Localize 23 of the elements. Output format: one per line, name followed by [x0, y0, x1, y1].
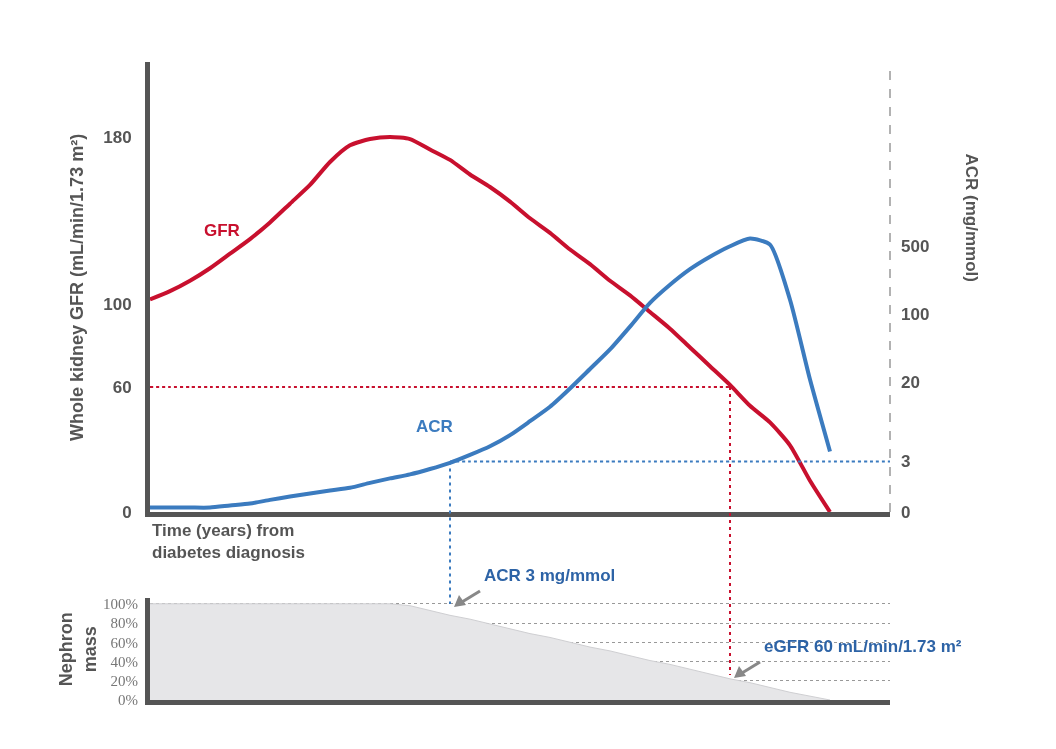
y2-tick-label: 0 [901, 502, 911, 522]
y2-tick-label: 500 [901, 237, 930, 257]
y2-tick-label: 20 [901, 372, 920, 392]
y-tick-label: 60 [112, 377, 132, 397]
y-tick-label: 0% [118, 692, 138, 709]
y-tick-label: 80% [110, 615, 138, 632]
series-label: GFR [204, 221, 240, 240]
y-tick-label: 100% [103, 596, 138, 613]
y-axis-title: Whole kidney GFR (mL/min/1.73 m²) [66, 133, 87, 441]
series-label: ACR [416, 417, 453, 436]
y-tick-label: 60% [110, 634, 138, 651]
annotation: eGFR 60 mL/min/1.73 m² [764, 637, 962, 656]
y-tick-label: 180 [103, 127, 132, 147]
text: ACR 3 mg/mmol [484, 566, 616, 585]
y2-tick-label: 100 [901, 304, 930, 324]
y2-tick-label: 3 [901, 452, 911, 472]
x-axis-title: Time (years) from diabetes diagnosis [152, 521, 306, 563]
y-tick-label: 40% [110, 653, 138, 670]
y-axis-title: Nephron mass [56, 612, 100, 687]
y-tick-label: 100 [103, 294, 132, 314]
y2-axis-title: ACR (mg/mmol) [962, 153, 982, 282]
y-tick-label: 0 [122, 502, 132, 522]
y-tick-label: 20% [110, 673, 138, 689]
